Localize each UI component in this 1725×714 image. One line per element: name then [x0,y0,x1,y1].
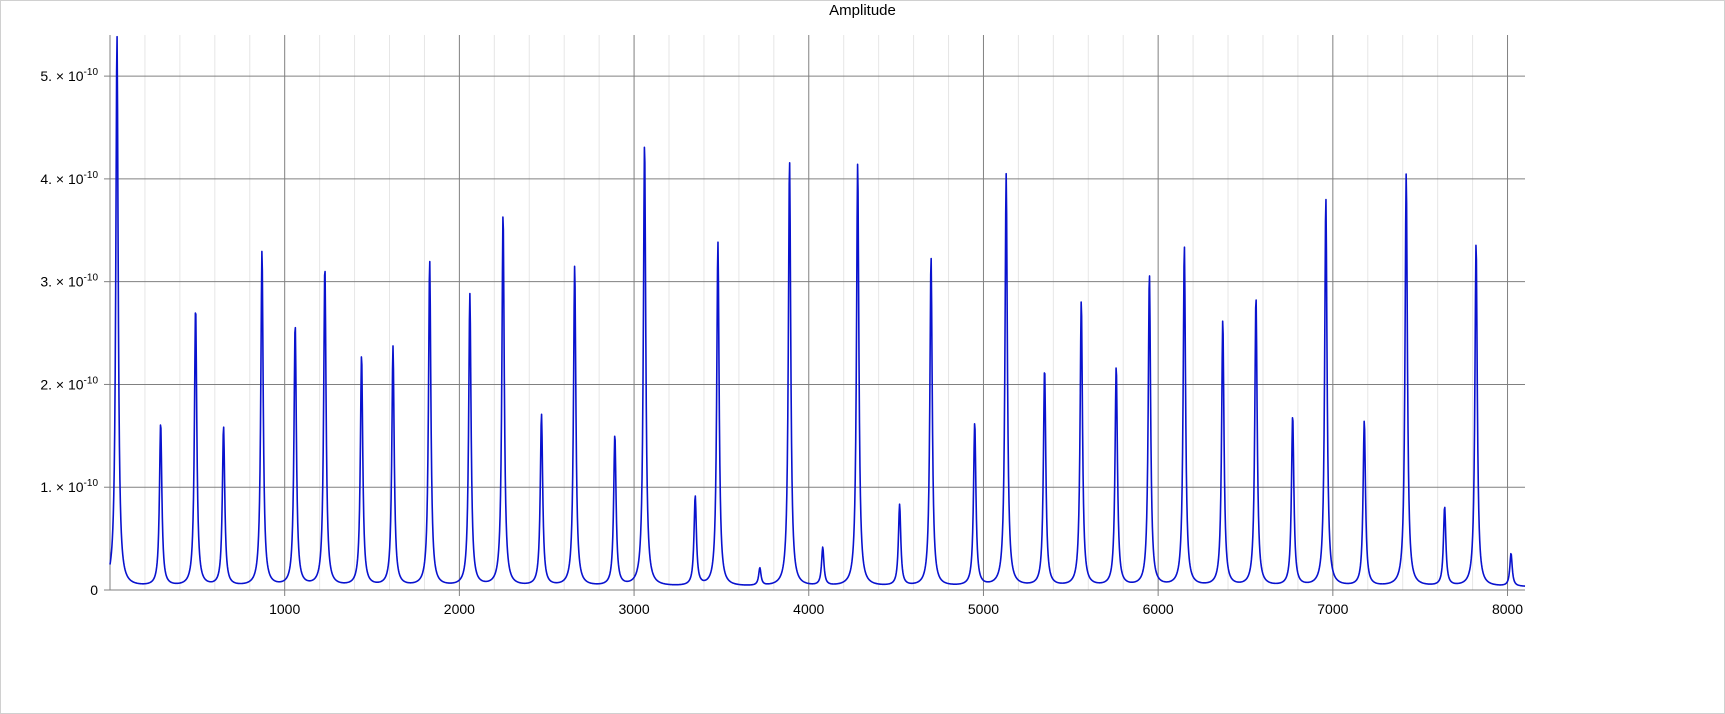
y-tick-label: 1. × 10-10 [40,478,98,495]
y-tick-label: 5. × 10-10 [40,67,98,84]
x-tick-label: 3000 [618,601,649,617]
x-tick-label: 8000 [1492,601,1523,617]
x-tick-label: 6000 [1143,601,1174,617]
y-tick-label: 3. × 10-10 [40,273,98,290]
y-tick-label: 4. × 10-10 [40,170,98,187]
x-tick-label: 4000 [793,601,824,617]
chart-canvas: 1000 2000 3000 4000 5000 6000 7000 8000 0 1. × 10… [0,0,1725,714]
x-tick-label: 2000 [444,601,475,617]
y-tick-label: 2. × 10-10 [40,375,98,392]
amplitude-spectrum-chart: Amplitude 1000 2000 3000 4000 5000 6000 7000 80… [0,0,1725,714]
x-tick-label: 1000 [269,601,300,617]
y-tick-label: 0 [90,582,98,598]
x-tick-label: 7000 [1317,601,1348,617]
chart-title: Amplitude [0,2,1725,19]
x-tick-label: 5000 [968,601,999,617]
